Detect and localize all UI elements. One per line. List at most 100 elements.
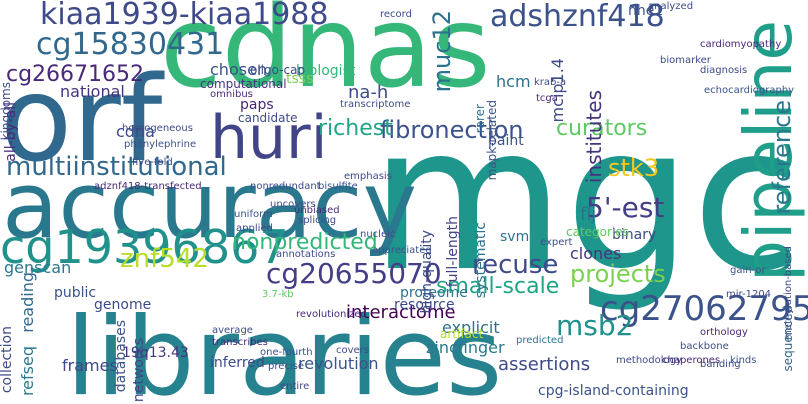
word-tsss: tsss (286, 71, 314, 87)
word-refseq: refseq (18, 346, 37, 397)
word-inferred: inferred (210, 355, 265, 371)
word-appreciated: appreciated (372, 245, 432, 256)
word-diagnosis: diagnosis (700, 65, 748, 76)
word-unbiased: unbiased (294, 205, 340, 216)
word-paint: paint (488, 133, 524, 149)
word-methylation-based: methylation-based (783, 246, 794, 340)
word-explicit: explicit (442, 318, 500, 337)
word-networks: networks (131, 338, 147, 403)
word-biomarker: biomarker (660, 55, 711, 66)
word-paps: paps (240, 97, 274, 113)
word-adshznf418: adshznf418 (490, 0, 665, 34)
word-uniform: uniform (234, 209, 273, 220)
word-kinds: kinds (730, 355, 757, 366)
word-nonredundant: nonredundant (250, 181, 321, 192)
word-accuracy: accuracy (2, 152, 418, 259)
word-computational: computational (200, 77, 287, 91)
word-one-fourth: one-fourth (260, 347, 313, 358)
word-bisulfite: bisulfite (318, 181, 358, 192)
word-stk3: stk3 (608, 154, 660, 182)
word-covers: covers (336, 345, 370, 356)
word-homogeneous: homogeneous (122, 123, 193, 134)
word-chaperones: chaperones (662, 355, 721, 366)
word-flj: flj (580, 204, 597, 225)
word-banding: banding (700, 359, 741, 370)
word-analyzed: analyzed (648, 1, 694, 12)
word-cardiomyopathy: cardiomyopathy (700, 39, 782, 50)
word-revolutionized: revolutionized (296, 309, 367, 320)
word-applied: applied (236, 223, 273, 234)
word-full-length: full-length (445, 216, 461, 288)
word-orf: orf (0, 50, 163, 188)
word-chosen: chosen (210, 60, 268, 79)
word-transcribes: transcribes (212, 337, 268, 348)
word-krab-a: krab-a (534, 77, 567, 88)
word-na-h: na-h (348, 82, 389, 103)
word-5-est: 5'-est (586, 191, 665, 224)
word-projects: projects (570, 260, 666, 288)
word-biologist: biologist (296, 63, 356, 79)
word-expert: expert (540, 237, 573, 248)
word-cg20655070: cg20655070 (266, 257, 442, 290)
word-fibronection: fibronection (380, 116, 524, 144)
word-collection: collection (0, 326, 15, 394)
word-orthology: orthology (700, 327, 748, 338)
word-five-fold: five-fold (132, 157, 173, 168)
word-methodology: methodology (616, 355, 682, 366)
word-binary: binary (612, 227, 657, 243)
word-entire: entire (280, 381, 310, 392)
word-uncovers: uncovers (270, 199, 316, 210)
word-oligo-cap: oligo-cap (250, 63, 306, 77)
word-curators: curators (556, 116, 648, 141)
word-omnibus: omnibus (210, 89, 253, 100)
word-reading: reading (18, 272, 37, 333)
word-cg15830431: cg15830431 (36, 27, 225, 62)
word-echocardiography: echocardiography (704, 85, 795, 96)
word-cpg-island-containing: cpg-island-containing (538, 383, 689, 399)
word-proteome: proteome (400, 285, 468, 301)
word-predicted: predicted (516, 335, 564, 346)
word-backbone: backbone (680, 341, 729, 352)
word-public: public (54, 285, 97, 301)
word-mir-1204: mir-1204 (726, 289, 772, 300)
word-clones: clones (570, 244, 622, 263)
word-zincfinger: zincfinger (426, 338, 505, 357)
word-nonpredicted: nonpredicted (232, 230, 378, 255)
word-genscan: genscan (4, 258, 72, 277)
word-artifact: artifact (440, 327, 484, 341)
word-cg19396867: cg19396867 (0, 220, 289, 274)
word-interactome: interactome (346, 302, 456, 323)
word-databases: databases (113, 320, 129, 393)
word-annotations: annotations (276, 249, 336, 260)
word-resource: resource (394, 297, 455, 313)
word-muc12: muc12 (428, 10, 456, 93)
word-reference: reference (768, 100, 796, 215)
word-assertions: assertions (498, 354, 591, 375)
word-kiaa: kiaa1939-kiaa1988 (40, 0, 329, 32)
word-3-7-kb: 3.7-kb (262, 289, 294, 300)
word-frames: frames (62, 356, 118, 375)
word-recuse: recuse (472, 250, 559, 280)
word-nucleic: nucleic (360, 229, 396, 240)
word-znf542: znf542 (120, 244, 209, 274)
word-19q13-43: 19q13.43 (122, 345, 189, 361)
word-splicing: splicing (298, 215, 337, 226)
word-hcm: hcm (496, 72, 531, 91)
word-libraries: libraries (66, 295, 503, 404)
word-msb2: msb2 (556, 309, 634, 342)
word-rarer: rarer (473, 104, 487, 134)
word-phenylephrine: phenylephrine (124, 139, 197, 150)
word-institutes: institutes (582, 90, 606, 184)
word-revolution: revolution (298, 354, 379, 373)
word-svm: svm (500, 229, 530, 245)
word-richest: richest (318, 116, 393, 141)
word-mcip1-4: mcip1.4 (548, 58, 567, 123)
word-huri: huri (210, 103, 328, 173)
word-record: record (380, 9, 412, 20)
word-categories: categories (566, 225, 629, 239)
word-transcriptome: transcriptome (340, 99, 411, 110)
word-systematic: systematic (473, 222, 489, 299)
word-cdna: cdna (116, 122, 155, 141)
word-precise: precise (268, 361, 305, 372)
word-genome: genome (94, 297, 152, 313)
